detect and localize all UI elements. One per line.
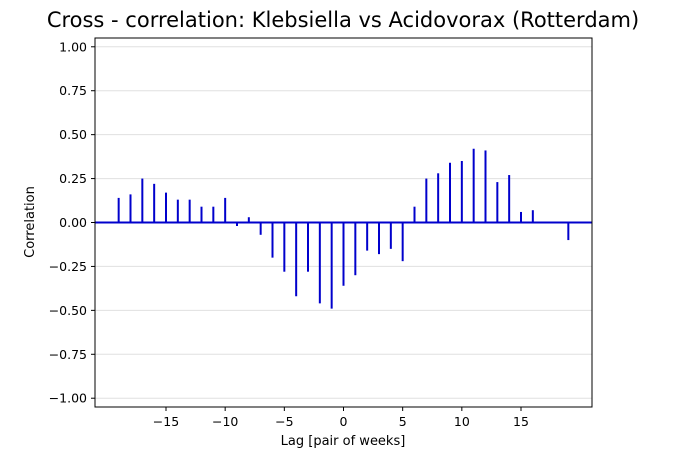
y-tick-label: 0.00 bbox=[59, 215, 87, 230]
x-tick-label: 15 bbox=[513, 414, 529, 429]
y-axis: −1.00 −0.75 −0.50 −0.25 0.00 0.25 0.50 0.75 1.00 bbox=[49, 39, 95, 406]
y-tick-label: 0.75 bbox=[59, 83, 87, 98]
x-tick-label: 0 bbox=[340, 414, 348, 429]
x-axis-label: Lag [pair of weeks] bbox=[281, 434, 406, 449]
y-tick-label: −0.25 bbox=[49, 259, 87, 274]
y-tick-label: 0.25 bbox=[59, 171, 87, 186]
x-tick-label: 10 bbox=[454, 414, 470, 429]
x-tick-label: −15 bbox=[153, 414, 179, 429]
x-axis: −15 −10 −5 0 5 10 15 bbox=[153, 407, 529, 429]
y-tick-label: −1.00 bbox=[49, 391, 87, 406]
chart-title: Cross - correlation: Klebsiella vs Acido… bbox=[47, 8, 639, 32]
stem-series bbox=[117, 148, 570, 309]
y-tick-label: −0.75 bbox=[49, 347, 87, 362]
y-axis-label: Correlation bbox=[23, 186, 38, 258]
y-tick-label: 1.00 bbox=[59, 39, 87, 54]
x-tick-label: 5 bbox=[399, 414, 407, 429]
x-tick-label: −10 bbox=[212, 414, 238, 429]
x-tick-label: −5 bbox=[275, 414, 293, 429]
y-tick-label: 0.50 bbox=[59, 127, 87, 142]
y-tick-label: −0.50 bbox=[49, 303, 87, 318]
